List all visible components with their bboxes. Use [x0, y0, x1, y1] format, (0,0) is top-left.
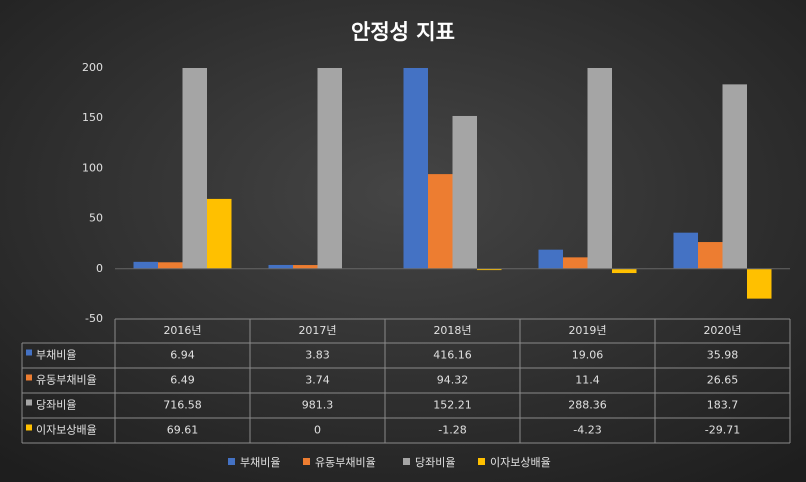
bar: [207, 198, 232, 269]
bar: [722, 84, 747, 269]
bar: [182, 68, 207, 269]
bar: [563, 257, 588, 269]
bar: [158, 262, 183, 269]
bar: [452, 115, 477, 269]
x-tick-label: 2019년: [568, 324, 606, 337]
table-cell: 3.74: [305, 374, 330, 387]
table-cell: 6.49: [170, 374, 195, 387]
table-row-label: 당좌비율: [36, 399, 76, 412]
x-tick-label: 2018년: [433, 324, 471, 337]
table-legend-key: [26, 349, 32, 356]
legend-key: [478, 458, 485, 465]
table-legend-key: [26, 399, 32, 406]
table-cell: 3.83: [305, 349, 330, 362]
bar: [268, 264, 293, 269]
bar: [612, 268, 637, 274]
table-cell: 183.7: [707, 399, 739, 412]
bar: [403, 68, 428, 269]
y-tick-label: 50: [89, 212, 103, 225]
table-cell: 716.58: [163, 399, 202, 412]
bar: [587, 68, 612, 269]
legend-label: 이자보상배율: [490, 456, 551, 469]
table-cell: 35.98: [707, 349, 739, 362]
table-row-label: 유동부채비율: [36, 374, 97, 387]
bar: [747, 268, 772, 299]
bar: [698, 242, 723, 269]
plot-area: [133, 68, 772, 299]
table-cell: 69.61: [167, 424, 199, 437]
table-cell: 94.32: [437, 374, 469, 387]
bar: [673, 232, 698, 269]
bar: [133, 261, 158, 269]
bar: [428, 174, 453, 269]
table-cell: 0: [314, 424, 321, 437]
table-cell: 6.94: [170, 349, 195, 362]
x-tick-label: 2016년: [163, 324, 201, 337]
bar: [293, 265, 318, 269]
table-cell: -4.23: [573, 424, 601, 437]
table-cell: 19.06: [572, 349, 604, 362]
y-tick-label: 150: [82, 111, 103, 124]
legend-label: 유동부채비율: [315, 456, 376, 469]
table-legend-key: [26, 424, 32, 431]
y-tick-label: 0: [96, 262, 103, 275]
y-tick-label: -50: [85, 312, 103, 325]
legend-key: [228, 458, 235, 465]
table-cell: 152.21: [433, 399, 472, 412]
table-cell: 288.36: [568, 399, 607, 412]
legend-label: 당좌비율: [415, 456, 455, 469]
x-tick-label: 2017년: [298, 324, 336, 337]
chart-title: 안정성 지표: [351, 20, 455, 44]
legend-key: [303, 458, 310, 465]
table-cell: -29.71: [705, 424, 740, 437]
table-row-label: 부채비율: [36, 349, 76, 362]
bar: [477, 268, 502, 271]
table-cell: 416.16: [433, 349, 472, 362]
table-cell: 981.3: [302, 399, 334, 412]
y-tick-label: 200: [82, 61, 103, 74]
bar: [538, 249, 563, 269]
table-legend-key: [26, 374, 32, 381]
table-row-label: 이자보상배율: [36, 424, 97, 437]
table-cell: 11.4: [575, 374, 600, 387]
legend-label: 부채비율: [240, 456, 280, 469]
y-tick-label: 100: [82, 161, 103, 174]
table-cell: 26.65: [707, 374, 739, 387]
x-tick-label: 2020년: [703, 324, 741, 337]
bar: [317, 68, 342, 269]
legend-key: [403, 458, 410, 465]
table-cell: -1.28: [438, 424, 466, 437]
